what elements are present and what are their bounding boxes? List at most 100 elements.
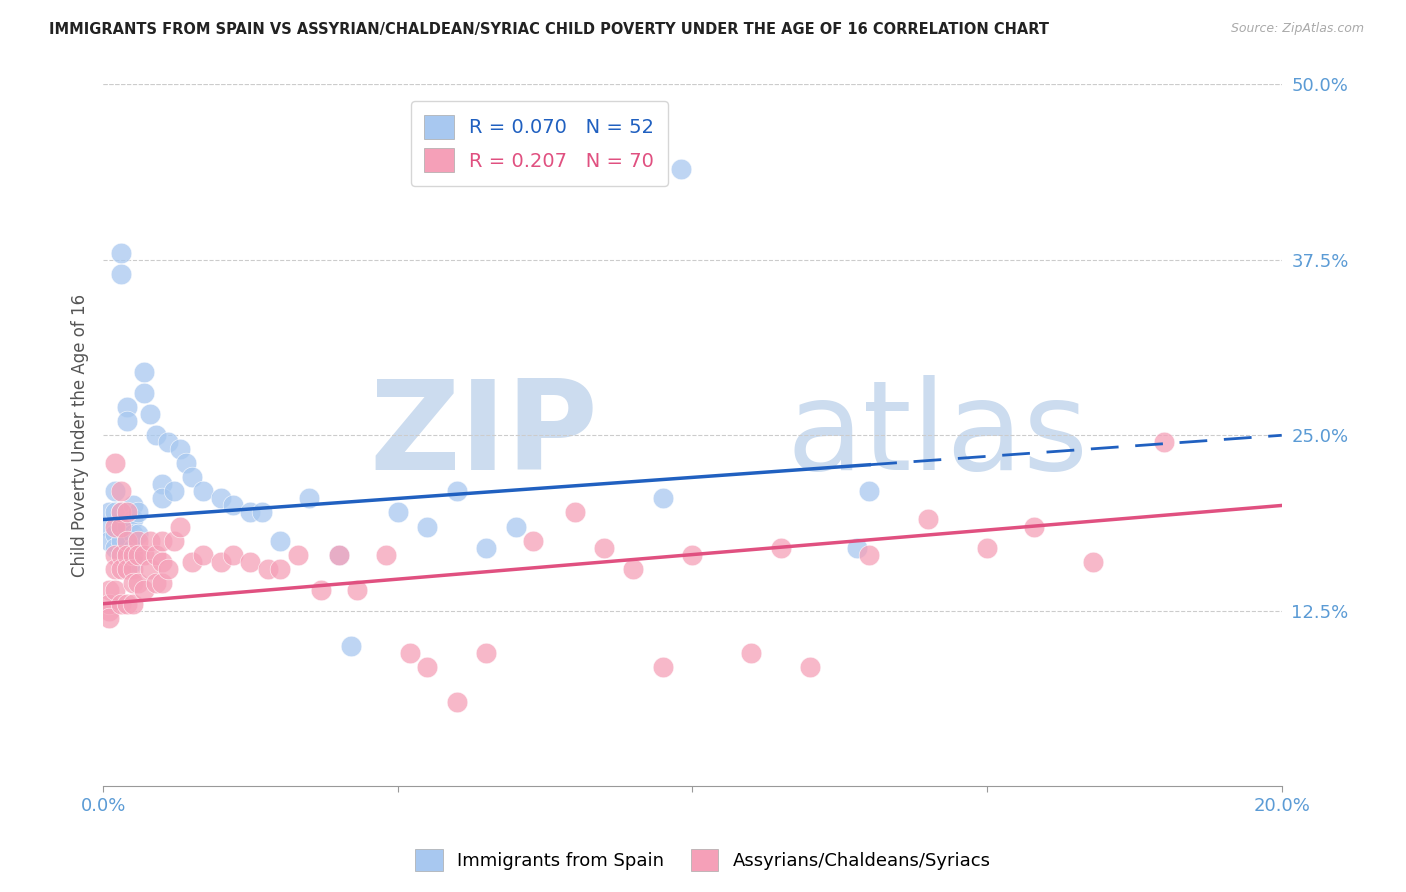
Point bbox=[98, 506, 121, 520]
Point bbox=[156, 435, 179, 450]
Point bbox=[846, 541, 869, 555]
Point bbox=[416, 660, 439, 674]
Point bbox=[121, 575, 143, 590]
Point bbox=[522, 533, 544, 548]
Point bbox=[1024, 519, 1046, 533]
Point bbox=[339, 639, 361, 653]
Point bbox=[127, 533, 149, 548]
Point bbox=[139, 533, 162, 548]
Point bbox=[115, 548, 138, 562]
Point bbox=[121, 499, 143, 513]
Point bbox=[98, 604, 121, 618]
Point bbox=[121, 555, 143, 569]
Text: Source: ZipAtlas.com: Source: ZipAtlas.com bbox=[1230, 22, 1364, 36]
Point bbox=[115, 597, 138, 611]
Point bbox=[150, 477, 173, 491]
Point bbox=[115, 519, 138, 533]
Point bbox=[104, 484, 127, 499]
Point bbox=[121, 597, 143, 611]
Point bbox=[110, 267, 132, 281]
Point bbox=[104, 561, 127, 575]
Point bbox=[858, 484, 880, 499]
Point bbox=[150, 575, 173, 590]
Point bbox=[121, 512, 143, 526]
Point bbox=[121, 526, 143, 541]
Point bbox=[180, 470, 202, 484]
Point bbox=[298, 491, 321, 506]
Point bbox=[309, 582, 332, 597]
Point bbox=[193, 484, 215, 499]
Point bbox=[115, 414, 138, 428]
Point bbox=[681, 548, 703, 562]
Point bbox=[799, 660, 821, 674]
Point bbox=[121, 541, 143, 555]
Point bbox=[104, 526, 127, 541]
Point bbox=[917, 512, 939, 526]
Point bbox=[150, 533, 173, 548]
Point bbox=[287, 548, 309, 562]
Point bbox=[104, 582, 127, 597]
Point bbox=[98, 519, 121, 533]
Point bbox=[163, 484, 186, 499]
Point bbox=[134, 365, 156, 379]
Point bbox=[110, 519, 132, 533]
Point bbox=[110, 519, 132, 533]
Point bbox=[121, 561, 143, 575]
Point bbox=[858, 548, 880, 562]
Point bbox=[976, 541, 998, 555]
Point bbox=[150, 555, 173, 569]
Point bbox=[769, 541, 792, 555]
Point bbox=[134, 582, 156, 597]
Point bbox=[740, 646, 762, 660]
Point bbox=[98, 597, 121, 611]
Point bbox=[104, 541, 127, 555]
Point bbox=[110, 245, 132, 260]
Legend: R = 0.070   N = 52, R = 0.207   N = 70: R = 0.070 N = 52, R = 0.207 N = 70 bbox=[411, 101, 668, 186]
Point bbox=[239, 506, 262, 520]
Point bbox=[387, 506, 409, 520]
Point bbox=[121, 548, 143, 562]
Point bbox=[127, 526, 149, 541]
Point bbox=[145, 575, 167, 590]
Point bbox=[180, 555, 202, 569]
Point bbox=[375, 548, 398, 562]
Point bbox=[652, 491, 675, 506]
Point bbox=[169, 519, 191, 533]
Point bbox=[346, 582, 368, 597]
Point bbox=[269, 533, 291, 548]
Point bbox=[104, 456, 127, 470]
Point bbox=[222, 548, 245, 562]
Point bbox=[239, 555, 262, 569]
Point bbox=[145, 548, 167, 562]
Point bbox=[328, 548, 350, 562]
Point bbox=[475, 646, 498, 660]
Point bbox=[127, 575, 149, 590]
Point bbox=[163, 533, 186, 548]
Point bbox=[115, 533, 138, 548]
Point bbox=[110, 506, 132, 520]
Text: atlas: atlas bbox=[787, 375, 1088, 496]
Point bbox=[115, 401, 138, 415]
Point bbox=[115, 561, 138, 575]
Point bbox=[110, 548, 132, 562]
Point bbox=[104, 519, 127, 533]
Point bbox=[156, 561, 179, 575]
Point bbox=[446, 484, 468, 499]
Point bbox=[150, 491, 173, 506]
Point bbox=[1081, 555, 1104, 569]
Point bbox=[115, 533, 138, 548]
Point bbox=[145, 428, 167, 442]
Point bbox=[652, 660, 675, 674]
Point bbox=[169, 442, 191, 457]
Point bbox=[98, 533, 121, 548]
Point bbox=[1153, 435, 1175, 450]
Point bbox=[127, 506, 149, 520]
Point bbox=[593, 541, 616, 555]
Point bbox=[134, 548, 156, 562]
Point bbox=[98, 611, 121, 625]
Point bbox=[269, 561, 291, 575]
Point bbox=[110, 484, 132, 499]
Point bbox=[110, 533, 132, 548]
Point bbox=[209, 491, 232, 506]
Point bbox=[564, 506, 586, 520]
